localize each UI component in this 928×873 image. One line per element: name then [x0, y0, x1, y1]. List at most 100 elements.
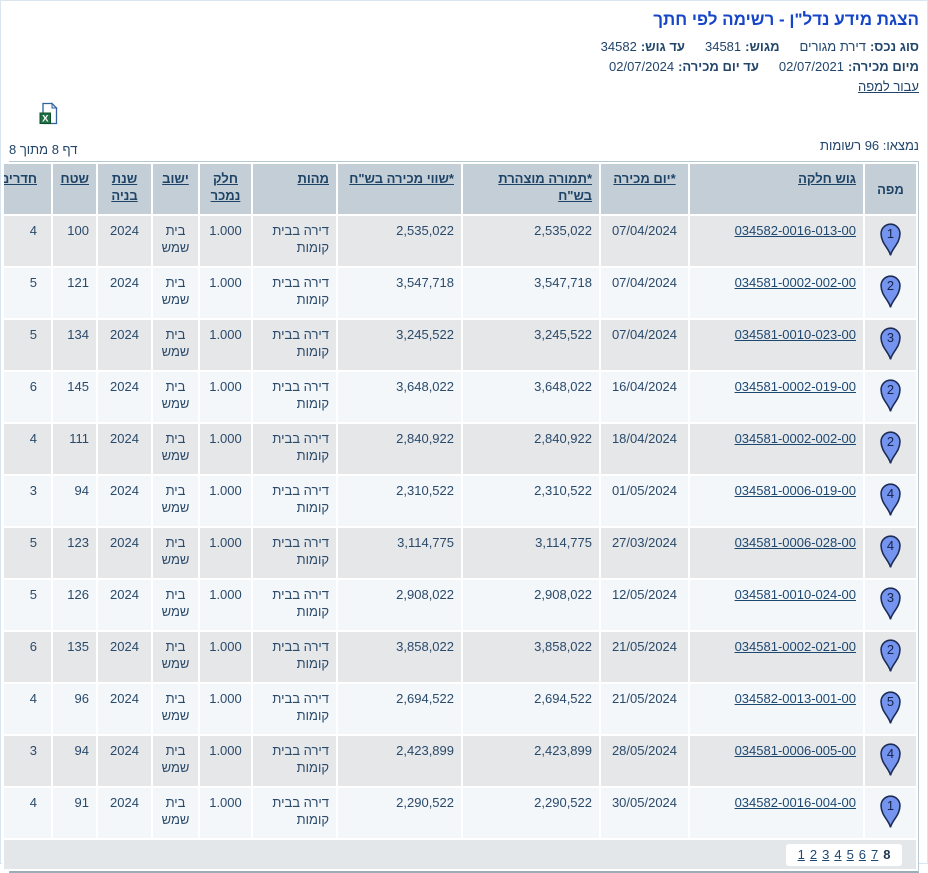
parcel-link[interactable]: 034581-0010-023-00	[734, 327, 856, 342]
sale-date-cell: 18/04/2024	[599, 422, 690, 476]
parcel-cell: 034581-0006-028-00	[688, 526, 865, 580]
property-nature-cell: דירה בבית קומות	[251, 318, 338, 372]
map-pin-icon[interactable]: 2	[877, 429, 904, 469]
results-table: מפה גוש חלקה *יום מכירה *תמורה מוצהרת בש"ח *…	[2, 162, 918, 871]
column-sort-link-part[interactable]: חלק נמכר	[210, 171, 241, 203]
map-pin-icon[interactable]: 2	[877, 377, 904, 417]
parcel-link[interactable]: 034581-0006-028-00	[734, 535, 856, 550]
parcel-link[interactable]: 034582-0013-001-00	[734, 691, 856, 706]
area-cell: 111	[51, 422, 98, 476]
map-cell: 5	[863, 682, 918, 736]
column-sort-link-year[interactable]: שנת בניה	[111, 171, 138, 203]
map-pin-icon[interactable]: 1	[877, 221, 904, 261]
sale-value-cell: 2,310,522	[336, 474, 463, 528]
table-row: 3 034581-0010-024-00 12/05/2024 2,908,02…	[2, 578, 918, 632]
page-indicator: דף 8 מתוך 8	[9, 142, 78, 157]
column-sort-link-value[interactable]: *שווי מכירה בש"ח	[349, 171, 454, 186]
pagination-page-link[interactable]: 2	[809, 846, 818, 862]
part-sold-cell: 1.000	[198, 318, 253, 372]
part-sold-cell: 1.000	[198, 474, 253, 528]
page-title: הצגת מידע נדל"ן - רשימה לפי חתך	[653, 10, 919, 29]
parcel-link[interactable]: 034581-0002-002-00	[734, 431, 856, 446]
map-pin-icon[interactable]: 3	[877, 325, 904, 365]
parcel-link[interactable]: 034581-0002-002-00	[734, 275, 856, 290]
map-pin-icon[interactable]: 2	[877, 273, 904, 313]
sale-value-cell: 3,858,022	[336, 630, 463, 684]
parcel-link[interactable]: 034581-0006-005-00	[734, 743, 856, 758]
parcel-link[interactable]: 034582-0016-013-00	[734, 223, 856, 238]
part-sold-cell: 1.000	[198, 786, 253, 840]
column-sort-link-parcel[interactable]: גוש חלקה	[798, 171, 856, 186]
rooms-cell: 4	[2, 682, 53, 736]
sale-value-cell: 2,908,022	[336, 578, 463, 632]
column-sort-link-area[interactable]: שטח	[60, 171, 89, 186]
sale-value-cell: 3,648,022	[336, 370, 463, 424]
map-pin-icon[interactable]: 5	[877, 689, 904, 729]
map-pin-icon[interactable]: 3	[877, 585, 904, 625]
locality-cell: בית שמש	[151, 526, 200, 580]
sale-value-cell: 3,547,718	[336, 266, 463, 320]
column-sort-link-declared[interactable]: *תמורה מוצהרת בש"ח	[498, 171, 592, 203]
pagination-page-link[interactable]: 7	[871, 846, 879, 862]
pagination-page-link[interactable]: 5	[846, 846, 854, 862]
declared-amount-cell: 3,648,022	[461, 370, 601, 424]
property-nature-cell: דירה בבית קומות	[251, 786, 338, 840]
map-pin-icon[interactable]: 4	[877, 741, 904, 781]
year-built-cell: 2024	[96, 630, 153, 684]
part-sold-cell: 1.000	[198, 526, 253, 580]
locality-cell: בית שמש	[151, 630, 200, 684]
map-pin-icon[interactable]: 2	[877, 637, 904, 677]
parcel-link[interactable]: 034581-0002-021-00	[734, 639, 856, 654]
column-sort-link-sale_date[interactable]: *יום מכירה	[613, 171, 676, 186]
filter-label: מגוש:	[745, 39, 780, 54]
column-header-map: מפה	[863, 162, 918, 216]
part-sold-cell: 1.000	[198, 578, 253, 632]
column-header-area: שטח	[51, 162, 98, 216]
map-pin-icon[interactable]: 4	[877, 481, 904, 521]
pagination-page-link[interactable]: 3	[822, 846, 830, 862]
locality-cell: בית שמש	[151, 786, 200, 840]
declared-amount-cell: 3,858,022	[461, 630, 601, 684]
go-to-map-link[interactable]: עבור למפה	[857, 79, 919, 94]
pagination-page-link[interactable]: 6	[858, 846, 867, 862]
filter-label: מיום מכירה:	[847, 59, 919, 74]
parcel-link[interactable]: 034581-0002-019-00	[734, 379, 856, 394]
map-cell: 1	[863, 786, 918, 840]
filter-value: 02/07/2024	[609, 59, 675, 74]
part-sold-cell: 1.000	[198, 682, 253, 736]
pagination-page-link[interactable]: 1	[797, 846, 805, 862]
parcel-link[interactable]: 034582-0016-004-00	[734, 795, 856, 810]
excel-export-button[interactable]: X	[39, 102, 58, 126]
table-row: 5 034582-0013-001-00 21/05/2024 2,694,52…	[2, 682, 918, 736]
parcel-link[interactable]: 034581-0010-024-00	[734, 587, 856, 602]
map-pin-icon[interactable]: 1	[877, 793, 904, 833]
property-nature-cell: דירה בבית קומות	[251, 266, 338, 320]
table-row: 4 034581-0006-005-00 28/05/2024 2,423,89…	[2, 734, 918, 788]
column-sort-link-nature[interactable]: מהות	[297, 171, 329, 186]
year-built-cell: 2024	[96, 786, 153, 840]
column-label-map: מפה	[877, 181, 904, 197]
sale-date-cell: 21/05/2024	[599, 630, 690, 684]
table-row: 4 034581-0006-028-00 27/03/2024 3,114,77…	[2, 526, 918, 580]
year-built-cell: 2024	[96, 734, 153, 788]
column-sort-link-locality[interactable]: ישוב	[162, 171, 189, 186]
map-pin-number: 1	[887, 798, 894, 813]
sale-date-cell: 07/04/2024	[599, 266, 690, 320]
map-cell: 4	[863, 734, 918, 788]
area-cell: 126	[51, 578, 98, 632]
part-sold-cell: 1.000	[198, 630, 253, 684]
column-sort-link-rooms[interactable]: חדרים	[3, 171, 37, 186]
rooms-cell: 4	[2, 422, 53, 476]
parcel-link[interactable]: 034581-0006-019-00	[734, 483, 856, 498]
sale-date-cell: 07/04/2024	[599, 214, 690, 268]
filter-value: 34582	[600, 39, 637, 54]
map-pin-number: 4	[887, 486, 894, 501]
map-pin-icon[interactable]: 4	[877, 533, 904, 573]
parcel-cell: 034581-0002-019-00	[688, 370, 865, 424]
column-header-rooms: חדרים	[2, 162, 53, 216]
sale-value-cell: 2,535,022	[336, 214, 463, 268]
map-pin-number: 2	[887, 642, 894, 657]
pagination-page-link[interactable]: 4	[834, 846, 842, 862]
property-nature-cell: דירה בבית קומות	[251, 630, 338, 684]
